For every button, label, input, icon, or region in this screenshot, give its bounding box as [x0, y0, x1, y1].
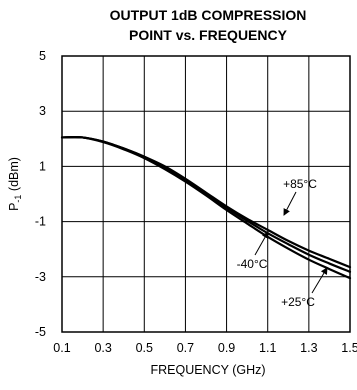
y-axis-label-main: P: [7, 203, 21, 211]
plot-frame: [61, 55, 351, 333]
series-line-25c: [60, 136, 352, 273]
x-tick-label: 0.7: [177, 341, 194, 355]
annotation-label: +85°C: [283, 177, 317, 191]
annotations: +85°C -40°C +25°C: [237, 177, 328, 309]
x-tick-label: 0.3: [94, 341, 111, 355]
x-tick-label: 1.3: [300, 341, 317, 355]
grid: [61, 55, 351, 333]
annotation-arrow: [254, 231, 269, 256]
series-lines: [60, 135, 352, 280]
x-tick-label: 1.5: [341, 341, 357, 355]
annotation-arrow: [283, 191, 297, 216]
x-tick-label: 0.5: [136, 341, 153, 355]
annotation-label: +25°C: [281, 295, 315, 309]
x-tick-label: 0.1: [53, 341, 70, 355]
y-axis-label: P-1 (dBm): [7, 157, 23, 211]
chart-title-line-1: OUTPUT 1dB COMPRESSION: [110, 7, 307, 23]
y-tick-label: -3: [35, 270, 46, 284]
annotation-label: -40°C: [237, 257, 268, 271]
x-tick-label: 0.9: [218, 341, 235, 355]
tick-labels: 0.1 0.3 0.5 0.7 0.9 1.1 1.3 1.5 5 3 1 -1 -3 -5: [35, 49, 357, 355]
y-tick-label: 5: [39, 49, 46, 63]
series-line-40c: [60, 135, 352, 280]
y-tick-label: 1: [39, 159, 46, 173]
series-line-85c: [60, 136, 352, 269]
x-axis-label: FREQUENCY (GHz): [150, 363, 265, 377]
y-tick-label: -1: [35, 215, 46, 229]
x-tick-label: 1.1: [259, 341, 276, 355]
y-tick-label: 3: [39, 104, 46, 118]
annotation-arrow: [311, 267, 328, 294]
y-axis-label-subscript: -1: [13, 195, 23, 203]
chart-title-line-2: POINT vs. FREQUENCY: [129, 27, 288, 43]
y-tick-label: -5: [35, 325, 46, 339]
y-axis-label-unit: (dBm): [7, 157, 21, 195]
